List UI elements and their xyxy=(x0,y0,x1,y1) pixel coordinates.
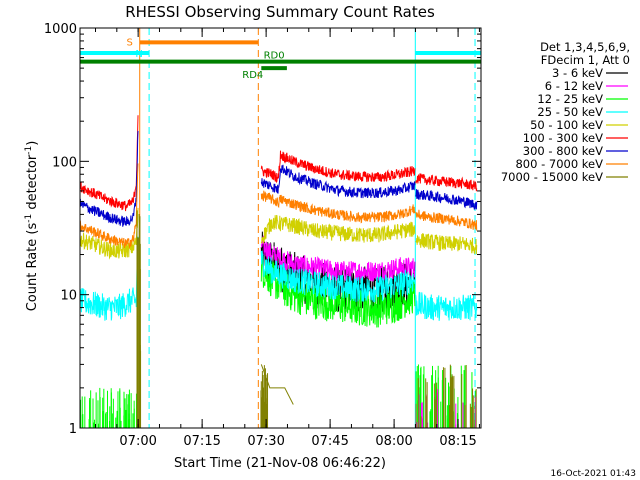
plot-frame xyxy=(79,27,482,429)
y-label-superscript: -1 xyxy=(24,214,34,223)
chart-title: RHESSI Observing Summary Count Rates xyxy=(125,3,435,21)
x-tick-label: 07:00 xyxy=(119,434,156,449)
y-label-superscript: -1 xyxy=(24,146,34,155)
footer-timestamp: 16-Oct-2021 01:43 xyxy=(551,469,636,479)
legend-entry-label: 300 - 800 keV xyxy=(523,144,603,158)
legend-entry-label: 800 - 7000 keV xyxy=(515,157,603,171)
y-tick-label: 1000 xyxy=(44,22,77,37)
flag-bar-label: N xyxy=(135,49,142,60)
x-tick-label: 07:45 xyxy=(311,434,348,449)
series-line xyxy=(415,233,478,255)
legend-header: FDecim 1, Att 0 xyxy=(541,53,630,67)
x-tick-label: 07:30 xyxy=(247,434,284,449)
legend-entry-label: 100 - 300 keV xyxy=(523,131,603,145)
y-label-text: ) xyxy=(25,141,40,146)
legend-entry-label: 50 - 100 keV xyxy=(530,118,603,132)
series-line xyxy=(260,164,416,199)
series-line xyxy=(260,190,416,224)
series-line xyxy=(260,252,416,328)
flag-bar-label: S xyxy=(127,37,133,48)
flag-bar-label: RD4 xyxy=(242,70,263,81)
x-tick-label: 08:15 xyxy=(439,434,476,449)
series-line xyxy=(79,207,139,260)
series-line xyxy=(260,150,416,184)
flag-bar-label: RD0 xyxy=(264,51,285,62)
series-line xyxy=(415,189,478,210)
series-line xyxy=(415,291,478,321)
legend-header: Det 1,3,4,5,6,9, xyxy=(540,40,630,54)
y-label-text: Count Rate (s xyxy=(25,223,40,312)
y-tick-label: 1 xyxy=(69,422,77,437)
legend-entry-label: 12 - 25 keV xyxy=(537,92,603,106)
legend: Det 1,3,4,5,6,9,FDecim 1, Att 03 - 6 keV… xyxy=(501,40,630,184)
legend-entry-label: 7000 - 15000 keV xyxy=(501,170,603,184)
series-line xyxy=(79,115,139,212)
y-label-text: detector xyxy=(25,154,40,214)
series-line xyxy=(260,235,416,283)
series-line xyxy=(260,214,416,244)
y-tick-label: 100 xyxy=(52,155,77,170)
legend-entry-label: 3 - 6 keV xyxy=(552,66,603,80)
legend-entry-label: 25 - 50 keV xyxy=(537,105,603,119)
series-line xyxy=(260,250,416,303)
series-line xyxy=(415,173,478,192)
x-tick-label: 08:00 xyxy=(375,434,412,449)
series-line xyxy=(415,209,478,231)
series-line xyxy=(79,163,139,249)
series-line xyxy=(260,364,294,405)
legend-entry-label: 6 - 12 keV xyxy=(545,79,603,93)
series-line xyxy=(79,130,139,228)
x-tick-label: 07:15 xyxy=(183,434,220,449)
series-line xyxy=(79,236,139,321)
x-axis-label: Start Time (21-Nov-08 06:46:22) xyxy=(174,456,386,471)
y-tick-label: 10 xyxy=(60,289,77,304)
y-axis-label: Count Rate (s-1 detector-1) xyxy=(24,141,40,312)
